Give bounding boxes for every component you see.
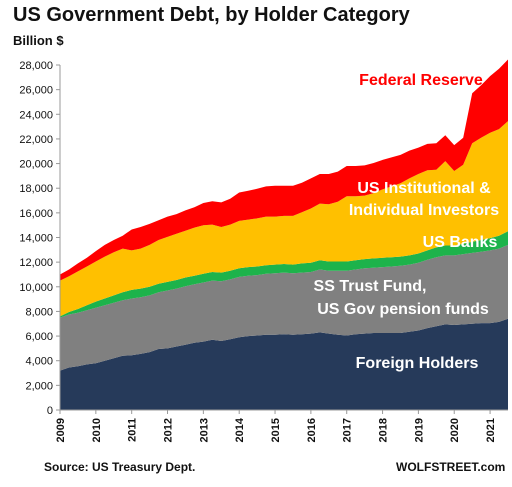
series-label-federal-reserve: Federal Reserve [359, 72, 483, 89]
brand-label: WOLFSTREET.com [396, 460, 506, 474]
y-tick-label: 22,000 [19, 134, 53, 146]
x-tick-label: 2012 [163, 418, 175, 442]
source-note: Source: US Treasury Dept. [44, 460, 196, 474]
area-federal-reserve [60, 59, 508, 281]
y-tick-label: 26,000 [19, 85, 53, 97]
x-tick-label: 2010 [91, 418, 103, 442]
y-tick-label: 6,000 [25, 331, 53, 343]
y-tick-label: 18,000 [19, 183, 53, 195]
x-tick-label: 2014 [234, 417, 246, 442]
x-tick-label: 2019 [413, 418, 425, 442]
x-tick-label: 2017 [342, 418, 354, 442]
x-tick-label: 2021 [485, 418, 497, 442]
x-tick-label: 2011 [127, 418, 139, 442]
x-tick-label: 2018 [378, 418, 390, 442]
y-tick-label: 12,000 [19, 257, 53, 269]
area-foreign-holders [60, 318, 508, 410]
y-tick-label: 28,000 [19, 60, 53, 72]
y-tick-label: 2,000 [25, 380, 53, 392]
x-tick-label: 2016 [306, 418, 318, 442]
chart-title: US Government Debt, by Holder Category [13, 4, 410, 26]
y-tick-label: 20,000 [19, 159, 53, 171]
y-tick-label: 10,000 [19, 282, 53, 294]
y-tick-label: 8,000 [25, 306, 53, 318]
x-tick-label: 2015 [270, 418, 282, 442]
series-label-us-investors-line1: US Institutional & [357, 180, 491, 197]
y-tick-label: 14,000 [19, 233, 53, 245]
area-us-institutional-individual-investors [60, 121, 508, 317]
y-tick-label: 16,000 [19, 208, 53, 220]
area-ss-trust-fund-us-gov-pension-funds [60, 244, 508, 371]
x-tick-label: 2013 [198, 418, 210, 442]
x-tick-label: 2020 [449, 418, 461, 442]
y-tick-label: 4,000 [25, 356, 53, 368]
x-tick-label: 2009 [55, 418, 67, 442]
y-axis-label: Billion $ [13, 33, 64, 48]
series-label-us-banks: US Banks [423, 234, 498, 251]
series-label-ss-trust-line2: US Gov pension funds [317, 301, 489, 318]
series-label-ss-trust-line1: SS Trust Fund, [314, 278, 427, 295]
y-tick-label: 0 [47, 405, 53, 417]
series-label-us-investors-line2: Individual Investors [349, 202, 499, 219]
y-tick-label: 24,000 [19, 109, 53, 121]
series-label-foreign-holders: Foreign Holders [356, 355, 479, 372]
